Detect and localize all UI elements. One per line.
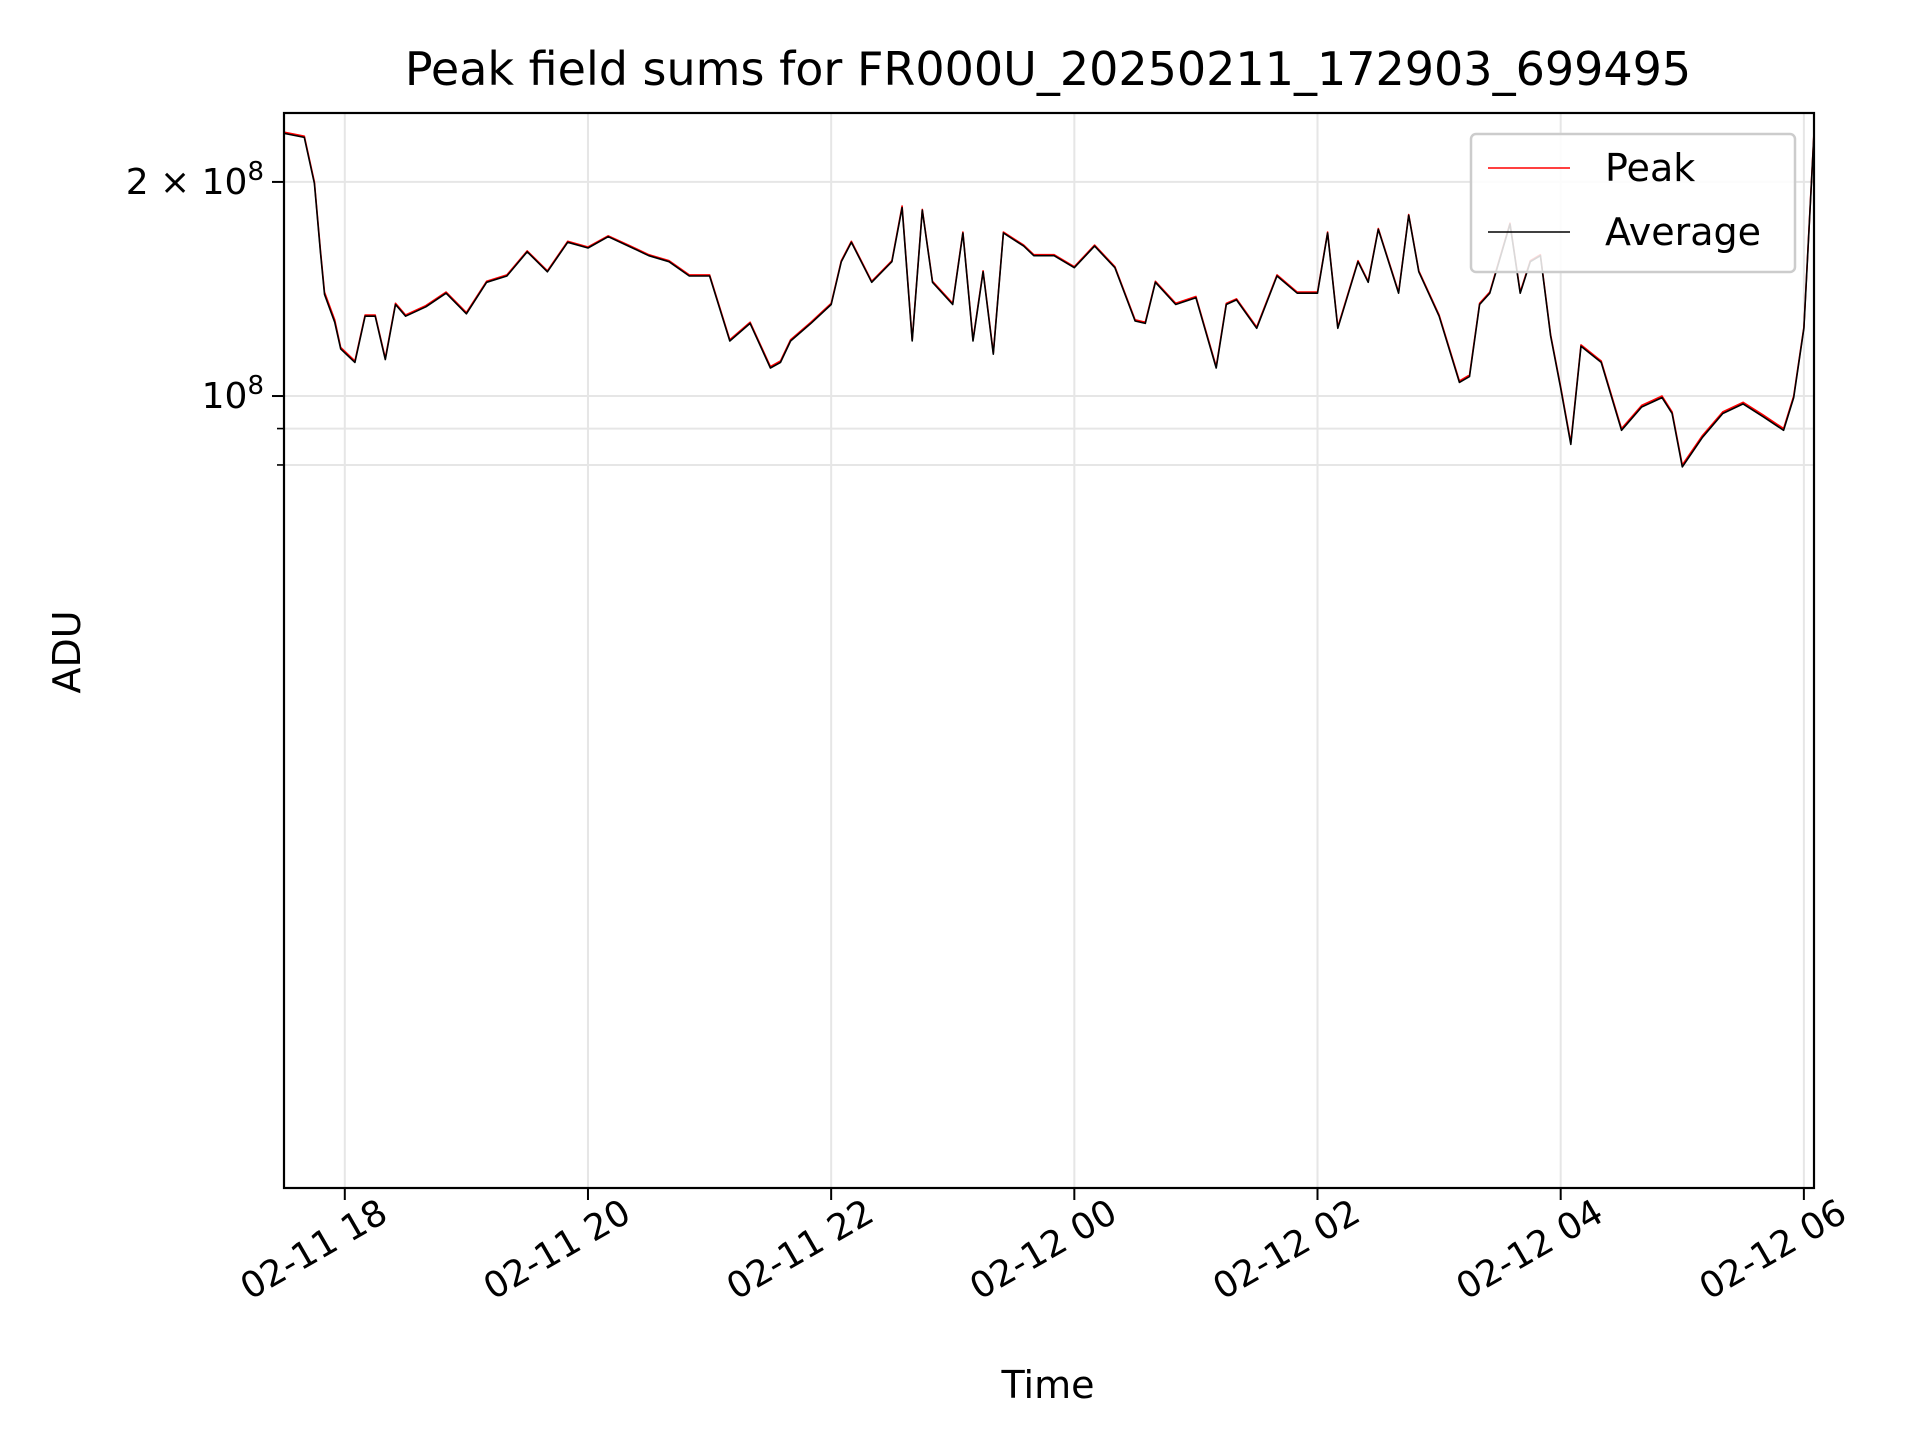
legend-average-label: Average [1605,210,1761,254]
chart-title: Peak field sums for FR000U_20250211_1729… [405,42,1691,96]
y-axis-label: ADU [45,610,89,693]
plot-frame [282,111,1816,1190]
grid [284,113,1814,1188]
legend: Peak Average [1469,132,1797,274]
series-line-average [283,132,1815,468]
legend-peak-label: Peak [1605,146,1695,190]
x-axis-label: Time [1001,1363,1095,1407]
y-tick-label: 2 × 108 [126,157,264,203]
series-lines [283,131,1815,468]
